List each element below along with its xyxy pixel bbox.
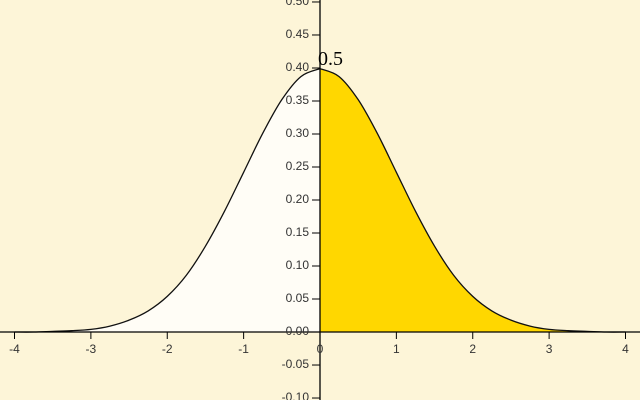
y-tick-label: 0.25 — [286, 159, 310, 173]
y-tick-label: 0.15 — [286, 225, 310, 239]
curve — [319, 68, 626, 333]
x-tick-label: -2 — [162, 342, 173, 356]
x-tick-label: 2 — [469, 342, 476, 356]
curve — [14, 68, 321, 333]
y-tick-label: 0.40 — [286, 60, 310, 74]
x-tick-label: -1 — [238, 342, 249, 356]
x-tick-label: -4 — [9, 342, 20, 356]
y-tick-label: 0.35 — [286, 93, 310, 107]
annotation: 0.5 — [318, 48, 343, 70]
y-tick-label: 0.00 — [286, 324, 310, 338]
x-tick-label: 0 — [317, 342, 324, 356]
x-tick-label: 3 — [546, 342, 553, 356]
y-tick-label: -0.10 — [282, 390, 310, 400]
y-tick-label: 0.10 — [286, 258, 310, 272]
y-tick-label: 0.45 — [286, 27, 310, 41]
x-tick-label: 1 — [393, 342, 400, 356]
y-tick-label: -0.05 — [282, 357, 310, 371]
x-tick-label: -3 — [86, 342, 97, 356]
y-tick-label: 0.30 — [286, 126, 310, 140]
x-tick-label: 4 — [622, 342, 629, 356]
area — [320, 68, 626, 333]
area — [14, 68, 320, 333]
y-tick-label: 0.20 — [286, 192, 310, 206]
y-tick-label: 0.05 — [286, 291, 310, 305]
y-tick-label: 0.50 — [286, 0, 310, 8]
